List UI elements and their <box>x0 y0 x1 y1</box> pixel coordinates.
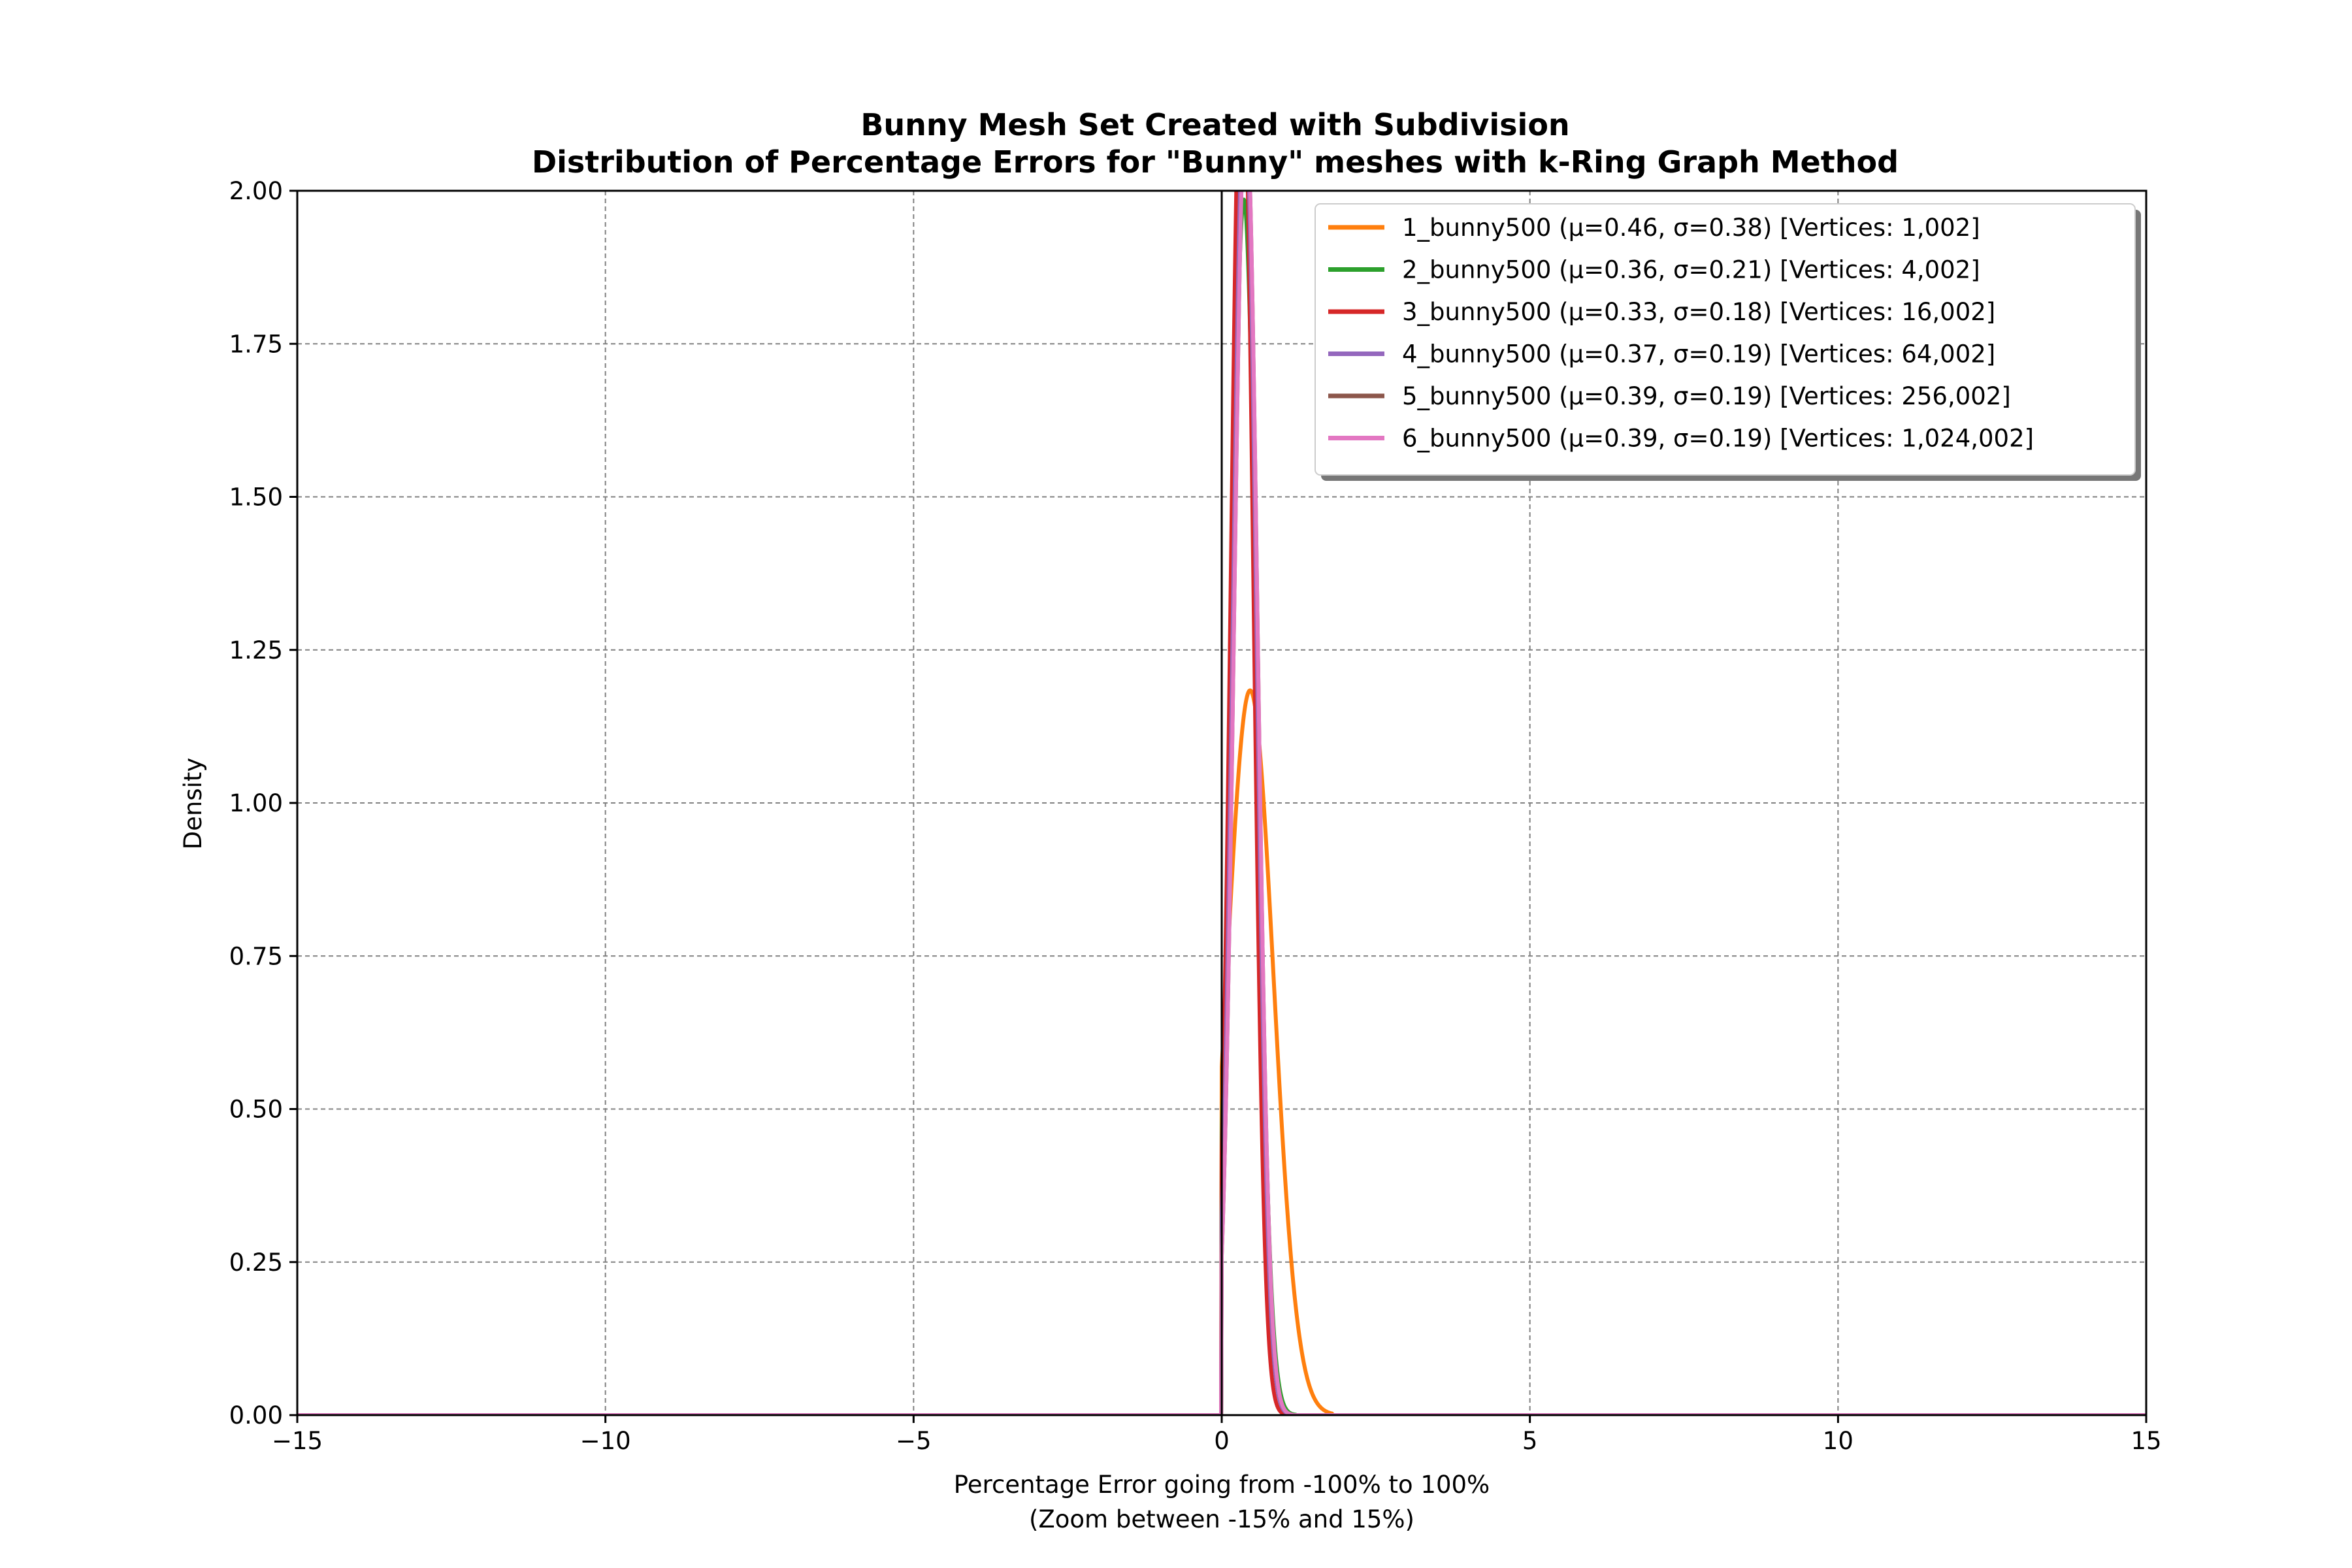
legend-entry: 4_bunny500 (μ=0.37, σ=0.19) [Vertices: 6… <box>1402 340 1995 368</box>
legend: 1_bunny500 (μ=0.46, σ=0.38) [Vertices: 1… <box>1315 203 2141 481</box>
legend-entry: 5_bunny500 (μ=0.39, σ=0.19) [Vertices: 2… <box>1402 382 2011 410</box>
legend-box <box>1315 203 2136 476</box>
y-tick-label: 1.00 <box>229 789 283 817</box>
legend-entry: 1_bunny500 (μ=0.46, σ=0.38) [Vertices: 1… <box>1402 214 1980 242</box>
y-tick-label: 1.50 <box>229 483 283 512</box>
y-tick-label: 0.25 <box>229 1249 283 1277</box>
x-axis-label: Percentage Error going from -100% to 100… <box>954 1471 1490 1499</box>
y-axis-ticks: 0.00 0.25 0.50 0.75 1.00 1.25 1.50 1.75 2.00 <box>229 177 297 1429</box>
chart-subtitle: Distribution of Percentage Errors for "B… <box>532 144 1899 180</box>
x-tick-label: −10 <box>580 1427 631 1455</box>
y-tick-label: 0.75 <box>229 942 283 970</box>
y-tick-label: 1.25 <box>229 636 283 664</box>
legend-entry: 3_bunny500 (μ=0.33, σ=0.18) [Vertices: 1… <box>1402 298 1995 326</box>
legend-entry: 6_bunny500 (μ=0.39, σ=0.19) [Vertices: 1… <box>1402 425 2034 453</box>
x-tick-label: 0 <box>1214 1427 1230 1455</box>
legend-entry: 2_bunny500 (μ=0.36, σ=0.21) [Vertices: 4… <box>1402 256 1980 284</box>
y-tick-label: 0.50 <box>229 1096 283 1124</box>
x-tick-label: 10 <box>1823 1427 1854 1455</box>
x-tick-label: −15 <box>272 1427 323 1455</box>
y-axis-label: Density <box>179 758 207 850</box>
y-tick-label: 1.75 <box>229 330 283 358</box>
y-tick-label: 2.00 <box>229 177 283 205</box>
y-tick-label: 0.00 <box>229 1401 283 1429</box>
x-tick-label: −5 <box>896 1427 932 1455</box>
x-tick-label: 15 <box>2131 1427 2161 1455</box>
x-axis-ticks: −15 −10 −5 0 5 10 15 <box>272 1415 2162 1455</box>
x-tick-label: 5 <box>1522 1427 1538 1455</box>
chart-title: Bunny Mesh Set Created with Subdivision <box>860 107 1569 142</box>
x-axis-sublabel: (Zoom between -15% and 15%) <box>1029 1505 1414 1533</box>
